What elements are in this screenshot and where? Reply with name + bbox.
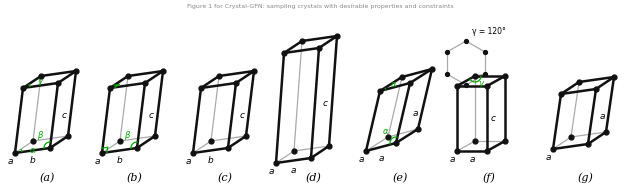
Text: a: a	[291, 166, 296, 175]
Text: c: c	[491, 114, 496, 123]
Text: a: a	[469, 155, 475, 164]
Text: (g): (g)	[577, 172, 593, 183]
Text: (c): (c)	[218, 173, 232, 183]
Text: γ: γ	[478, 79, 483, 87]
Text: (f): (f)	[483, 172, 495, 183]
Text: γ: γ	[37, 77, 42, 86]
Text: a: a	[545, 153, 551, 162]
Text: Figure 1 for Crystal-GFN: sampling crystals with desirable properties and constr: Figure 1 for Crystal-GFN: sampling cryst…	[187, 4, 453, 9]
Text: b: b	[207, 156, 213, 165]
Text: (e): (e)	[392, 173, 408, 183]
Text: (a): (a)	[39, 173, 54, 183]
Text: (b): (b)	[126, 173, 142, 183]
Text: β: β	[37, 130, 42, 139]
Text: β: β	[124, 130, 129, 139]
Text: a: a	[413, 108, 419, 117]
Text: a: a	[449, 155, 455, 164]
Text: c: c	[323, 99, 328, 108]
Text: α: α	[390, 80, 396, 89]
Text: b: b	[29, 156, 35, 165]
Text: (d): (d)	[305, 173, 321, 183]
Text: a: a	[7, 157, 13, 166]
Text: a: a	[185, 157, 191, 166]
Text: a: a	[378, 154, 384, 163]
Text: a: a	[358, 155, 364, 164]
Text: c: c	[62, 111, 67, 120]
Text: α: α	[383, 127, 388, 136]
Text: a: a	[600, 112, 605, 121]
Text: a: a	[268, 167, 274, 176]
Text: b: b	[116, 156, 122, 165]
Text: a: a	[94, 157, 100, 166]
Text: c: c	[240, 111, 245, 120]
Text: γ = 120°: γ = 120°	[472, 27, 506, 36]
Text: α: α	[29, 146, 35, 155]
Text: c: c	[149, 111, 154, 120]
